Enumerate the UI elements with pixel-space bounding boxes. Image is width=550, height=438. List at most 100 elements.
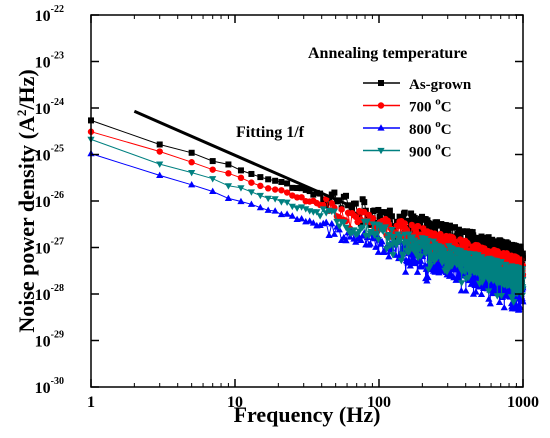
data-point	[237, 167, 244, 174]
y-axis-title-suffix: /Hz)	[14, 69, 39, 110]
data-point	[294, 185, 301, 192]
data-point	[316, 221, 324, 228]
data-point	[359, 224, 367, 232]
data-point	[283, 199, 291, 207]
data-point	[375, 206, 382, 213]
data-point	[396, 233, 405, 241]
data-point	[342, 236, 350, 244]
data-point	[335, 223, 343, 230]
data-point	[510, 299, 518, 306]
y-tick-exponent: -23	[51, 51, 64, 62]
data-point	[388, 213, 395, 220]
data-point	[440, 227, 447, 234]
data-point	[413, 268, 422, 275]
data-point	[264, 206, 272, 213]
data-point	[400, 214, 407, 221]
data-point	[498, 238, 505, 245]
legend-title: Annealing temperature	[308, 45, 467, 62]
y-tick-base: 10	[35, 101, 51, 118]
y-tick-exponent: -22	[51, 4, 64, 15]
data-point	[209, 176, 217, 183]
data-point	[298, 194, 305, 201]
data-point	[417, 257, 425, 264]
data-point	[356, 212, 363, 219]
y-tick-base: 10	[35, 241, 51, 258]
data-point	[302, 206, 310, 213]
data-point	[434, 219, 441, 226]
fitting-label: Fitting 1/f	[236, 124, 305, 141]
data-point	[352, 200, 359, 207]
data-point	[225, 161, 232, 168]
data-point	[418, 216, 425, 223]
data-point	[156, 141, 163, 148]
data-point	[454, 230, 461, 237]
data-point	[288, 203, 296, 211]
y-tick-exponent: -26	[51, 190, 64, 201]
data-point	[316, 213, 324, 220]
y-tick-exponent: -30	[51, 376, 64, 387]
data-point	[417, 253, 425, 260]
data-point	[405, 217, 412, 224]
data-point	[405, 231, 413, 238]
data-point	[458, 280, 466, 287]
data-point	[462, 287, 470, 294]
data-point	[369, 215, 377, 222]
data-point	[349, 205, 356, 212]
data-point	[451, 224, 458, 231]
data-point	[385, 252, 393, 260]
data-point	[368, 228, 376, 236]
data-point	[411, 259, 419, 267]
y-tick-exponent: -28	[51, 283, 64, 294]
series-900-c	[87, 136, 527, 306]
data-point	[424, 237, 432, 245]
data-point	[277, 210, 285, 218]
data-point	[289, 192, 296, 199]
y-tick-exponent: -29	[51, 330, 64, 341]
legend-label: 900 oC	[409, 141, 452, 161]
data-point	[464, 240, 471, 247]
data-point	[386, 207, 393, 214]
data-point	[477, 290, 486, 297]
data-point	[457, 248, 465, 255]
data-point	[313, 209, 321, 216]
x-tick-label: 1	[87, 394, 95, 411]
data-point	[224, 194, 233, 201]
data-point	[306, 188, 313, 195]
data-point	[512, 242, 519, 249]
data-point	[247, 200, 256, 207]
data-point	[427, 262, 435, 270]
data-point	[401, 209, 408, 216]
y-tick-label: 10-23	[35, 51, 64, 72]
series-layer	[87, 117, 527, 313]
data-point	[412, 228, 420, 235]
data-point	[388, 226, 396, 234]
data-point	[156, 171, 164, 179]
data-point	[237, 185, 245, 192]
y-tick-exponent: -25	[51, 144, 64, 155]
axes: 1 10 100 100010-3010-2910-2810-2710-2610-25…	[35, 4, 539, 411]
data-point	[156, 161, 164, 168]
data-point	[381, 224, 390, 231]
data-point	[472, 288, 480, 295]
data-point	[297, 215, 306, 222]
data-point	[485, 295, 493, 302]
data-point	[478, 233, 485, 240]
data-point	[328, 220, 336, 227]
data-point	[495, 298, 504, 305]
data-point	[395, 238, 404, 245]
data-point	[188, 149, 195, 156]
data-point	[313, 189, 320, 196]
data-point	[278, 178, 285, 185]
data-point	[424, 273, 432, 281]
data-point	[340, 219, 348, 227]
data-point	[497, 293, 506, 300]
data-point	[188, 181, 196, 188]
data-point	[363, 218, 371, 225]
legend-marker	[377, 124, 385, 131]
data-point	[464, 274, 473, 282]
data-point	[401, 268, 410, 275]
data-point	[371, 207, 378, 214]
data-point	[257, 174, 264, 181]
data-point	[387, 242, 395, 249]
data-point	[293, 205, 301, 212]
